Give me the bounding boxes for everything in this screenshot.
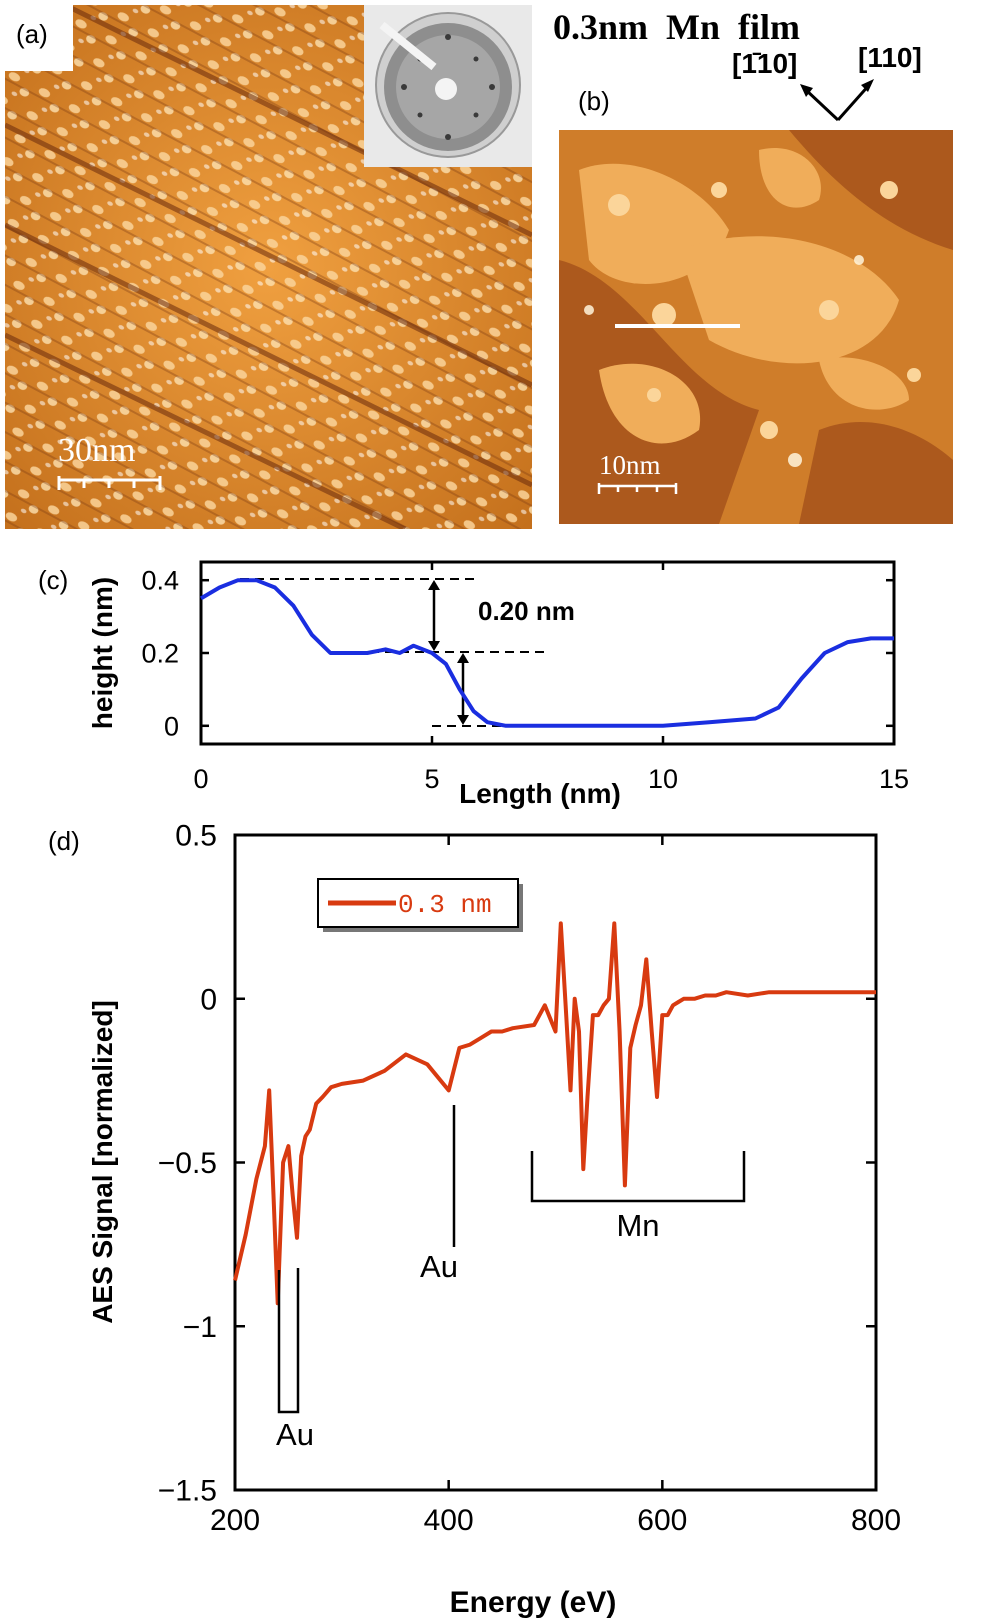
direction-label-left: [1̄10]: [732, 48, 798, 79]
y-tick-label: 0: [164, 711, 179, 741]
scale-bar-b: [597, 483, 678, 494]
step-height-annotation: 0.20 nm: [478, 596, 575, 626]
peak-annotations: Au Au Mn: [276, 1105, 746, 1452]
panel-c-label: (c): [38, 565, 69, 595]
chart-c: 0 5 10 15 0 0.2 0.4 0.20 nm Length (nm) heigh…: [87, 560, 909, 809]
y-tick-label: −1.5: [158, 1475, 217, 1508]
y-tick-label: 0.2: [141, 638, 179, 668]
y-tick-label: −1: [183, 1311, 217, 1344]
x-axis-title-c: Length (nm): [459, 778, 621, 809]
direction-label-right: [110]: [858, 42, 922, 73]
chart-d: 200 400 600 800 −1.5 −1 −0.5 0 0.5 0.3 nm Au Au…: [87, 820, 901, 1620]
panel-a-label: (a): [16, 19, 48, 49]
stm-texture-b: [559, 130, 953, 524]
leed-pattern: [375, 12, 521, 158]
leed-inset: [364, 5, 532, 167]
panel-a-label-box: [5, 5, 73, 71]
x-tick-label: 5: [424, 764, 439, 794]
height-profile-line: [199, 578, 894, 728]
au-mid-label: Au: [420, 1249, 458, 1284]
scale-bar-label-b: 10nm: [599, 450, 661, 480]
x-tick-label: 400: [424, 1504, 474, 1537]
aes-spectrum-line: [233, 921, 876, 1306]
panel-b-label: (b): [578, 86, 610, 116]
y-tick-label: 0.5: [175, 820, 217, 853]
au-low-bracket: [277, 1268, 300, 1414]
stm-image-b: [559, 130, 953, 524]
mn-bracket: [530, 1151, 746, 1203]
panel-b-title: 0.3nm Mn film: [553, 7, 800, 47]
legend: 0.3 nm: [317, 878, 523, 932]
plot-frame-c: [199, 560, 896, 746]
x-tick-label: 800: [851, 1504, 901, 1537]
y-tick-label: 0.4: [141, 566, 179, 596]
panel-d-label: (d): [48, 826, 80, 856]
y-tick-label: −0.5: [158, 1147, 217, 1180]
y-axis-title-d: AES Signal [normalized]: [87, 1000, 118, 1324]
legend-label: 0.3 nm: [398, 890, 492, 920]
scale-bar-a: [57, 476, 162, 490]
y-axis-title-c: height (nm): [87, 577, 118, 729]
x-tick-label: 200: [210, 1504, 260, 1537]
x-tick-label: 0: [193, 764, 208, 794]
plot-frame-d: [233, 833, 878, 1492]
x-tick-label: 10: [648, 764, 678, 794]
x-axis-title-d: Energy (eV): [450, 1586, 617, 1619]
y-tick-label: 0: [200, 983, 217, 1016]
au-low-label: Au: [276, 1417, 314, 1452]
x-tick-label: 600: [637, 1504, 687, 1537]
x-tick-label: 15: [879, 764, 909, 794]
legend-box: [317, 878, 519, 928]
scale-bar-label-a: 30nm: [58, 432, 136, 469]
direction-arrows: [800, 79, 874, 122]
mn-label: Mn: [616, 1208, 659, 1243]
